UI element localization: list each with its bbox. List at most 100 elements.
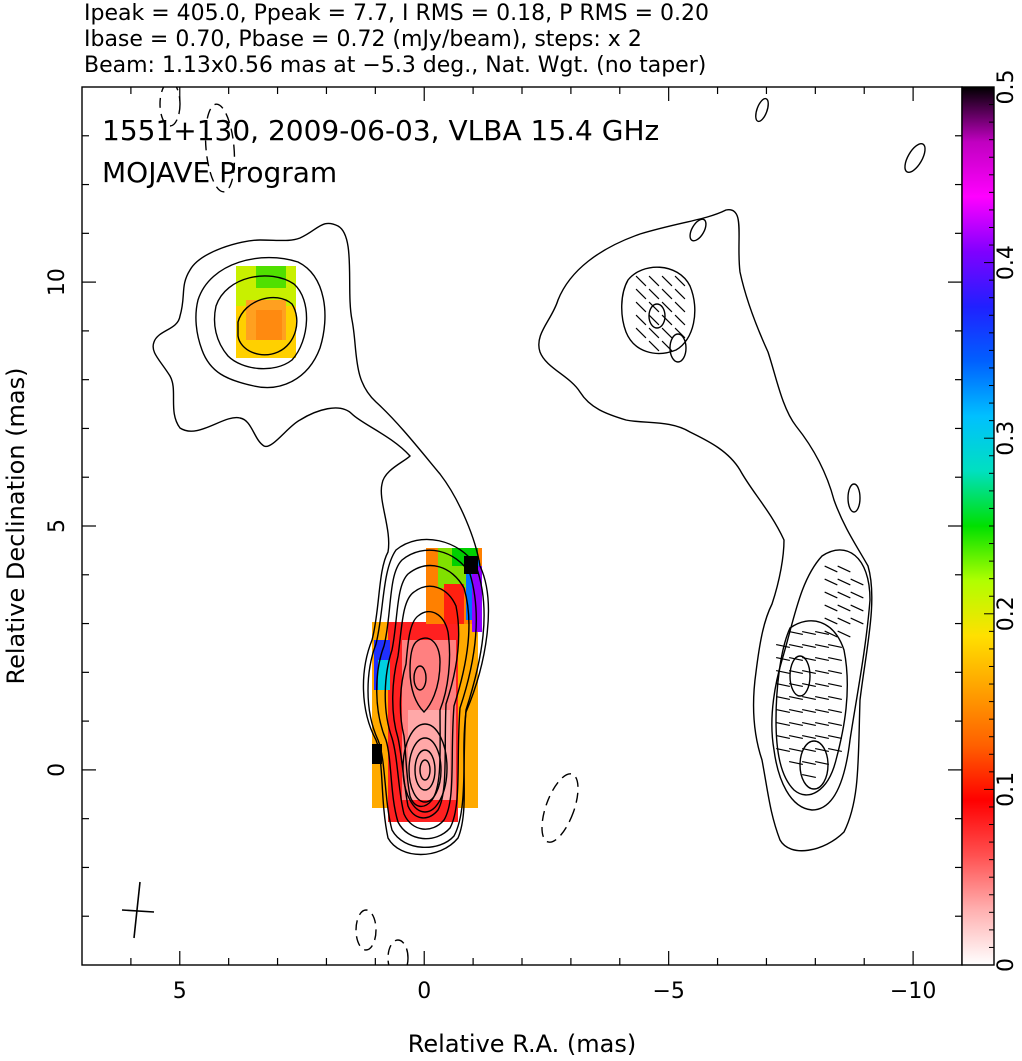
evpa-stick — [824, 604, 838, 612]
contour-jet-2 — [376, 549, 477, 840]
evpa-stick — [824, 630, 838, 638]
y-axis-label: Relative Declination (mas) — [2, 367, 30, 684]
contour-lobe-3 — [213, 275, 308, 370]
evpa-stick — [828, 669, 842, 675]
beam-marker — [121, 881, 155, 939]
evpa-stick — [828, 695, 842, 701]
evpa-stick — [661, 314, 673, 326]
evpa-stick — [815, 682, 829, 688]
plot-frame — [81, 86, 963, 966]
colorbar-tick-label: 0.1 — [994, 772, 1019, 807]
evpa-stick — [815, 695, 829, 701]
evpa-stick — [776, 734, 790, 740]
evpa-stick — [776, 656, 790, 662]
evpa-stick — [815, 721, 829, 727]
evpa-stick — [828, 656, 842, 662]
colorbar-tick-label: 0.3 — [994, 421, 1019, 456]
pol-contour-lobe — [621, 266, 696, 355]
evpa-stick — [802, 773, 816, 779]
contour-outer — [152, 222, 490, 856]
y-axis: 0 5 10 — [45, 135, 962, 917]
evpa-stick — [776, 721, 790, 727]
contour-jet-1 — [367, 538, 485, 848]
evpa-stick — [661, 275, 673, 287]
x-axis-label: Relative R.A. (mas) — [408, 1030, 636, 1058]
evpa-stick — [828, 643, 842, 649]
evpa-stick — [674, 314, 686, 326]
contour-core-1 — [402, 723, 448, 813]
evpa-stick — [815, 643, 829, 649]
evpa-stick — [776, 708, 790, 714]
evpa-stick — [789, 747, 803, 753]
y-tick-label: 0 — [45, 763, 70, 777]
evpa-stick — [802, 695, 816, 701]
contour-core-2 — [408, 737, 442, 803]
evpa-stick — [828, 682, 842, 688]
evpa-stick — [674, 275, 686, 287]
evpa-stick — [776, 747, 790, 753]
evpa-stick — [815, 630, 829, 636]
pol-contour-core — [799, 740, 829, 790]
evpa-stick — [789, 734, 803, 740]
evpa-stick — [789, 682, 803, 688]
pol-contour-lobe-knot-2 — [669, 333, 687, 363]
evpa-stick — [802, 669, 816, 675]
evpa-stick — [635, 314, 647, 326]
evpa-stick — [789, 695, 803, 701]
evpa-stick — [837, 565, 851, 573]
colorbar-tick-label: 0 — [994, 958, 1019, 972]
evpa-stick — [815, 747, 829, 753]
evpa-stick — [850, 617, 864, 625]
pol-contour-jet-2 — [775, 620, 848, 796]
evpa-stick — [828, 721, 842, 727]
contour-core-4 — [419, 759, 431, 781]
evpa-stick — [789, 708, 803, 714]
evpa-stick — [635, 288, 647, 300]
evpa-stick — [789, 630, 803, 636]
evpa-stick — [635, 275, 647, 287]
evpa-stick — [837, 604, 851, 612]
evpa-stick — [802, 747, 816, 753]
evpa-stick — [674, 301, 686, 313]
pol-contour-small-4 — [847, 483, 861, 513]
evpa-stick — [802, 630, 816, 636]
evpa-stick — [635, 327, 647, 339]
polarization-contours — [538, 97, 926, 852]
evpa-stick — [815, 656, 829, 662]
x-axis: 5 0 −5 −10 — [130, 87, 936, 1004]
contour-jet-6 — [409, 637, 441, 713]
evpa-stick — [789, 721, 803, 727]
y-tick-label: 10 — [45, 268, 70, 296]
x-tick-label: −10 — [890, 979, 936, 1004]
evpa-stick — [815, 708, 829, 714]
evpa-stick — [776, 669, 790, 675]
x-tick-label: 5 — [173, 979, 187, 1004]
evpa-stick — [828, 708, 842, 714]
evpa-stick — [824, 591, 838, 599]
evpa-stick — [661, 288, 673, 300]
evpa-stick — [802, 708, 816, 714]
evpa-stick — [815, 760, 829, 766]
negative-contours — [159, 87, 579, 965]
evpa-stick — [648, 275, 660, 287]
header-line-3: Beam: 1.13x0.56 mas at −5.3 deg., Nat. W… — [84, 53, 706, 78]
neg-contour-bottom-1 — [355, 909, 377, 951]
evpa-stick — [837, 617, 851, 625]
evpa-stick — [802, 734, 816, 740]
evpa-stick — [802, 760, 816, 766]
pol-contour-outer — [538, 209, 873, 852]
evpa-stick — [850, 578, 864, 586]
evpa-stick — [802, 682, 816, 688]
pol-contour-small-3 — [904, 143, 926, 173]
evpa-vectors — [635, 275, 864, 779]
pol-contour-small-1 — [689, 218, 707, 242]
x-tick-label: −5 — [652, 979, 684, 1004]
pol-contour-lobe-knot — [648, 303, 666, 329]
y-tick-label: 5 — [45, 519, 70, 533]
evpa-stick — [850, 591, 864, 599]
evpa-stick — [661, 340, 673, 352]
evpa-stick — [828, 747, 842, 753]
colormap-core — [372, 548, 482, 822]
contour-lobe-4 — [237, 296, 298, 356]
